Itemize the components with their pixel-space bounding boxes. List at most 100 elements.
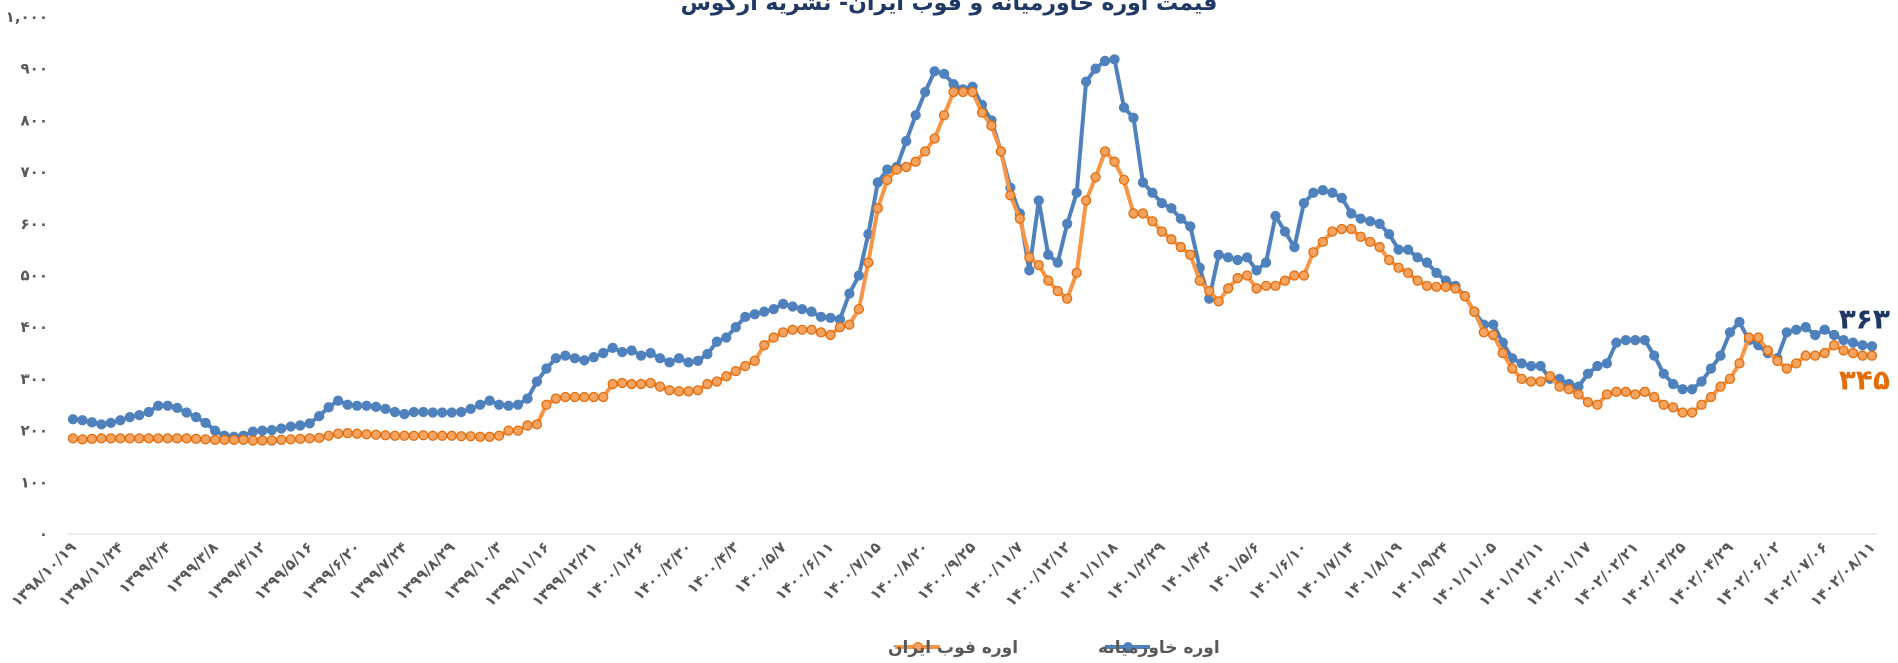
data-point <box>1601 389 1613 400</box>
data-point <box>777 327 789 338</box>
data-point <box>1137 177 1149 188</box>
data-point <box>617 346 628 358</box>
data-point <box>276 434 287 446</box>
data-point <box>1734 316 1745 328</box>
data-point <box>522 393 533 404</box>
data-point <box>134 433 145 444</box>
data-point <box>1705 391 1717 403</box>
data-point <box>1677 407 1688 418</box>
data-point <box>1279 226 1291 237</box>
data-point <box>247 435 259 446</box>
y-tick-label: ۲۰۰ <box>21 422 48 440</box>
data-point <box>1866 341 1878 352</box>
data-point <box>266 435 277 446</box>
data-point <box>815 327 827 338</box>
data-point <box>181 433 192 444</box>
data-point <box>503 425 514 436</box>
data-point <box>1014 213 1025 224</box>
data-point <box>361 429 372 440</box>
data-point <box>1033 260 1044 271</box>
data-point <box>872 177 883 188</box>
data-point <box>77 415 88 426</box>
data-point <box>891 164 902 175</box>
data-point <box>1488 319 1499 330</box>
data-point <box>825 329 836 341</box>
data-point <box>1402 244 1414 255</box>
data-point <box>1260 257 1272 268</box>
data-point <box>1213 249 1224 260</box>
data-point <box>1459 291 1471 302</box>
data-point <box>531 376 543 387</box>
data-point <box>1336 192 1347 204</box>
data-point <box>153 433 164 444</box>
data-point <box>389 430 401 441</box>
data-point <box>1724 327 1736 338</box>
data-point <box>664 357 675 368</box>
data-point <box>1677 384 1688 395</box>
data-point <box>1630 334 1641 346</box>
data-point <box>1204 285 1215 297</box>
data-point <box>929 66 940 77</box>
data-point <box>370 429 382 440</box>
data-point <box>645 347 656 359</box>
data-point <box>1611 386 1622 397</box>
data-point <box>1308 247 1319 258</box>
data-point <box>1336 223 1347 235</box>
data-point <box>276 423 287 434</box>
data-point <box>1166 203 1177 214</box>
data-point <box>1005 190 1016 201</box>
data-point <box>995 146 1007 157</box>
data-point <box>1241 252 1253 263</box>
data-point <box>1582 397 1594 408</box>
data-point <box>1213 296 1224 307</box>
y-tick-label: ۴۰۰ <box>21 318 48 336</box>
data-point <box>512 425 524 436</box>
data-point <box>635 378 647 390</box>
data-point <box>134 409 145 421</box>
data-point <box>1535 376 1546 387</box>
data-point <box>295 433 306 445</box>
data-point <box>493 399 505 410</box>
y-tick-label: ۹۰۰ <box>21 60 48 78</box>
data-point <box>1563 384 1575 395</box>
data-point <box>550 393 562 404</box>
data-point <box>1838 345 1849 356</box>
data-point <box>730 322 741 333</box>
data-point <box>635 350 647 361</box>
data-point <box>1611 337 1622 348</box>
data-point <box>815 311 827 323</box>
data-point <box>162 400 173 411</box>
data-point <box>456 406 467 418</box>
data-point <box>1592 399 1603 410</box>
data-point <box>219 434 230 446</box>
data-point <box>1327 226 1338 237</box>
legend-marker <box>913 642 923 652</box>
data-point <box>1715 381 1726 392</box>
data-point <box>1800 350 1811 361</box>
data-point <box>456 431 467 442</box>
data-point <box>408 430 420 441</box>
data-point <box>190 433 202 445</box>
data-point <box>181 407 192 418</box>
data-point <box>1270 210 1281 222</box>
data-point <box>1062 218 1073 229</box>
data-point <box>162 433 173 444</box>
data-point <box>749 355 760 366</box>
data-point <box>901 135 912 147</box>
y-tick-label: ۷۰۰ <box>21 163 48 181</box>
data-point <box>910 110 921 121</box>
data-point <box>1601 358 1613 369</box>
data-point <box>863 257 874 268</box>
data-point <box>740 360 751 372</box>
data-point <box>1232 254 1243 266</box>
data-point <box>172 433 183 444</box>
data-point <box>474 431 486 442</box>
data-point <box>1753 332 1764 343</box>
data-point <box>1781 363 1792 374</box>
data-point <box>437 430 448 441</box>
data-point <box>607 378 618 390</box>
series-line <box>72 90 1872 443</box>
data-point <box>1147 187 1158 198</box>
data-point <box>683 386 694 397</box>
data-point <box>209 434 221 446</box>
